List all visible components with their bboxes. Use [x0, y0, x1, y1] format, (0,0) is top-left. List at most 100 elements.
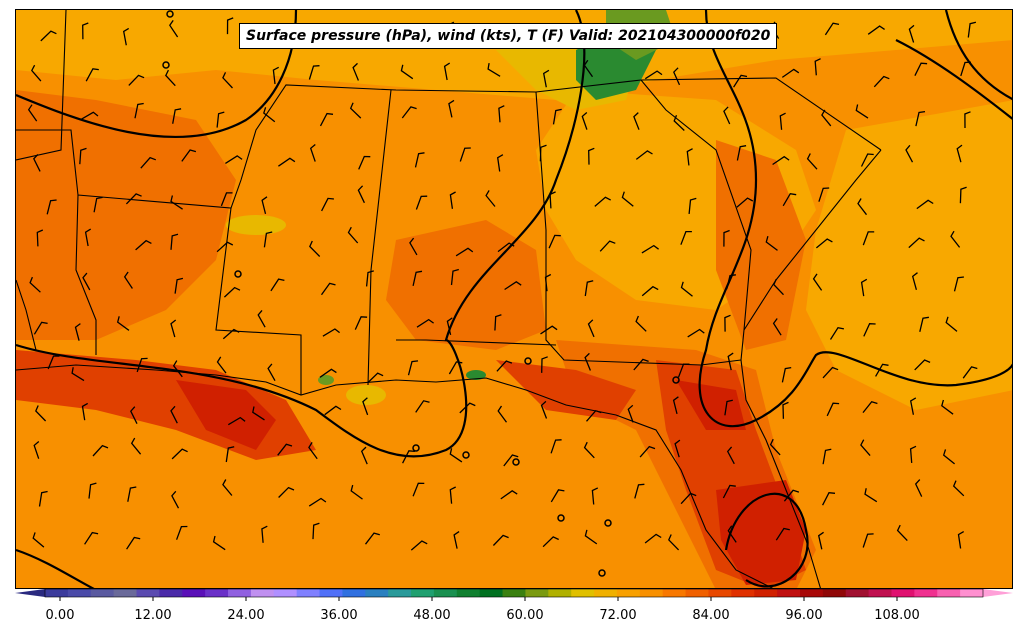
wind-barb	[278, 486, 295, 498]
wind-barb	[942, 449, 956, 465]
colorbar-swatch	[868, 589, 892, 597]
wind-barb	[550, 439, 562, 454]
wind-barb	[909, 445, 917, 463]
wind-barb	[723, 106, 731, 125]
wind-barb	[222, 328, 240, 340]
wind-barb	[550, 489, 565, 503]
wind-barb	[38, 490, 48, 507]
colorbar-tick-label: 108.00	[874, 608, 920, 623]
wind-barb	[223, 286, 241, 298]
wind-barb	[621, 191, 634, 207]
wind-barb	[783, 489, 800, 502]
wind-barb	[583, 59, 594, 78]
colorbar-swatch	[525, 589, 549, 597]
colorbar-over-extension	[983, 589, 1013, 597]
wind-barb	[412, 482, 425, 497]
colorbar-swatch	[914, 589, 938, 597]
wind-barb	[953, 276, 964, 292]
wind-barb	[82, 22, 89, 40]
wind-barb	[47, 355, 60, 370]
wind-barb	[540, 325, 558, 335]
wind-barb	[225, 155, 243, 164]
wind-barb	[594, 196, 612, 207]
isobars	[16, 10, 1012, 588]
wind-barb	[365, 270, 374, 287]
wind-barb	[261, 525, 268, 543]
wind-barb	[459, 402, 476, 414]
wind-barb	[822, 448, 832, 465]
wind-barb	[84, 228, 92, 247]
wind-barb	[539, 144, 547, 162]
wind-barb	[171, 448, 188, 460]
wind-barb	[349, 102, 362, 119]
wind-barb	[540, 400, 548, 419]
colorbar-swatch	[731, 589, 755, 597]
wind-barb	[950, 230, 961, 248]
wind-barb	[544, 273, 552, 292]
wind-barb	[257, 309, 266, 328]
map-canvas	[16, 10, 1012, 588]
wind-barb	[27, 104, 38, 122]
colorbar-swatch	[708, 589, 732, 597]
wind-barb	[449, 486, 456, 504]
wind-barb	[967, 21, 977, 38]
wind-barb	[170, 405, 178, 424]
wind-barb	[33, 321, 48, 335]
wind-barb	[222, 479, 233, 496]
wind-barb	[957, 531, 965, 549]
wind-barb	[261, 196, 268, 215]
wind-barb	[500, 490, 518, 500]
wind-barb	[686, 148, 693, 166]
wind-barb	[772, 155, 790, 166]
wind-barb	[549, 191, 556, 209]
wind-barb	[410, 540, 428, 551]
wind-barb	[680, 230, 692, 245]
wind-barb	[84, 531, 99, 545]
wind-barb	[821, 109, 832, 127]
colorbar-swatch	[639, 589, 664, 597]
wind-barb	[81, 402, 89, 421]
wind-barb	[860, 278, 868, 297]
wind-barb	[220, 192, 233, 207]
wind-barb	[46, 199, 57, 215]
wind-barb	[896, 524, 908, 542]
wind-barb	[134, 102, 144, 119]
wind-barb	[815, 238, 833, 249]
wind-barb	[212, 535, 226, 551]
wind-barb	[857, 198, 868, 216]
colorbar-swatch	[960, 589, 984, 597]
wind-barb	[855, 104, 869, 119]
wind-barb	[225, 446, 235, 463]
wind-barb	[412, 270, 423, 287]
colorbar-under-extension	[15, 589, 45, 597]
wind-barb	[586, 409, 602, 422]
wind-barb	[459, 147, 471, 162]
wind-barb	[641, 285, 659, 297]
wind-barb	[322, 328, 340, 337]
wind-barb	[40, 30, 57, 42]
temperature-field-green-region	[466, 370, 486, 380]
wind-barb	[635, 150, 653, 160]
wind-barb	[633, 112, 640, 130]
wind-barb	[130, 437, 142, 455]
colorbar-swatch	[502, 589, 526, 597]
wind-barb	[769, 438, 781, 456]
wind-barb	[862, 231, 875, 246]
wind-barb	[367, 372, 384, 384]
colorbar-swatch	[685, 589, 709, 597]
wind-barb	[581, 112, 588, 130]
colorbar-tick-label: 72.00	[599, 608, 636, 623]
wind-barb	[31, 64, 42, 82]
wind-barb	[321, 197, 334, 212]
wind-barb	[964, 111, 971, 129]
wind-barb	[726, 274, 736, 290]
wind-barb	[504, 281, 522, 291]
wind-barb	[723, 229, 730, 247]
wind-barb	[812, 273, 823, 291]
wind-barb	[826, 402, 840, 417]
wind-barb	[170, 195, 183, 210]
wind-barb	[312, 522, 320, 540]
wind-barb	[914, 62, 928, 76]
wind-barb	[782, 401, 789, 419]
wind-barb	[863, 323, 876, 337]
